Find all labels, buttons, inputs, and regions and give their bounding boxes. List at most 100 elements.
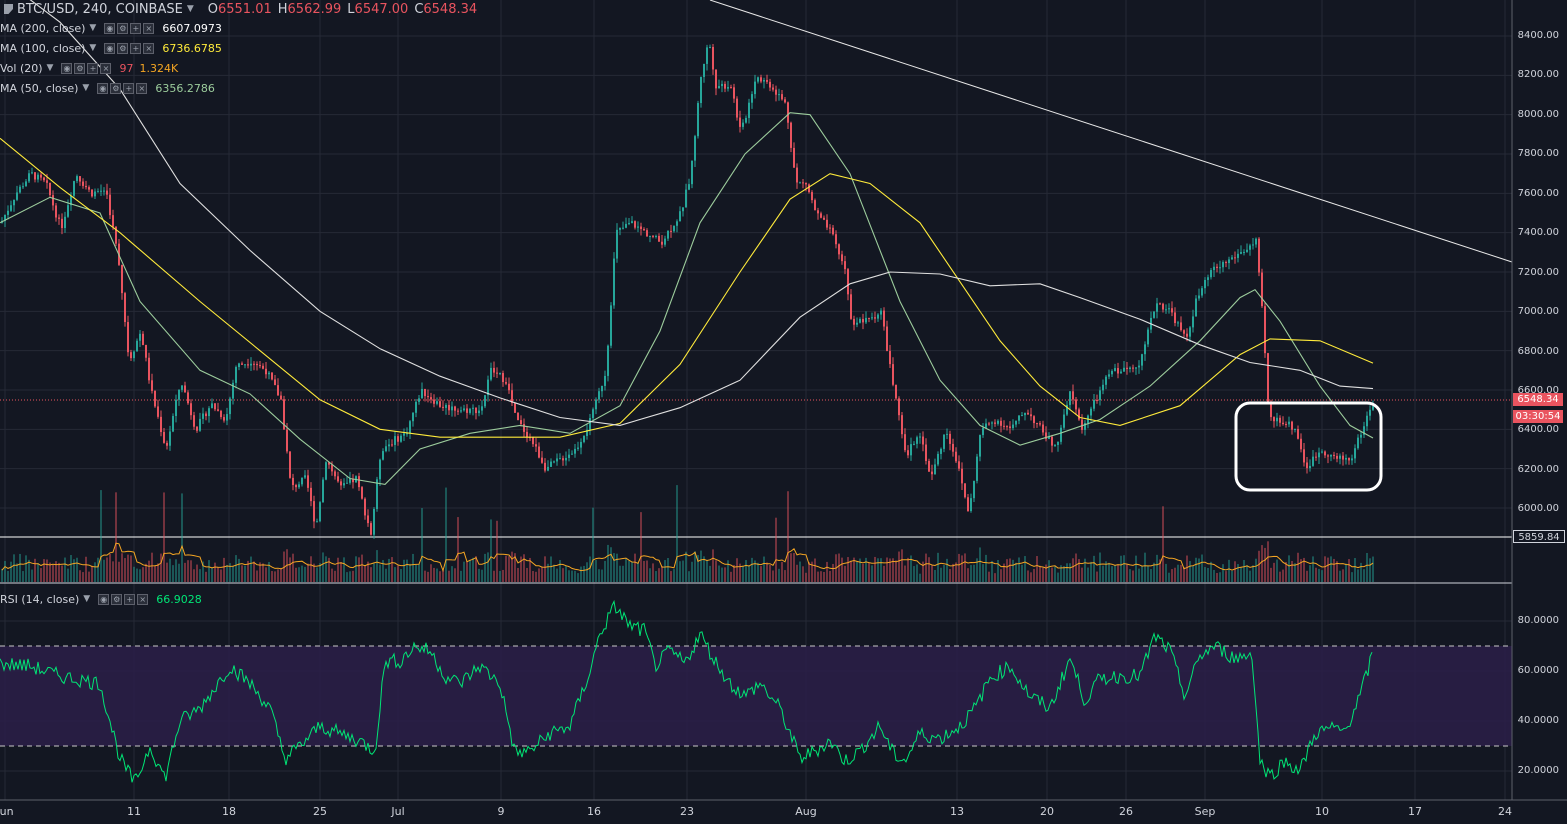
candle-body bbox=[871, 317, 873, 319]
candle-body bbox=[547, 466, 549, 471]
gear-icon[interactable]: ⚙ bbox=[117, 22, 129, 34]
chevron-down-icon[interactable]: ▼ bbox=[46, 63, 54, 73]
candle-body bbox=[160, 416, 162, 433]
volume-bar bbox=[649, 568, 651, 582]
rsi-tick: 20.0000 bbox=[1517, 765, 1559, 776]
gear-icon[interactable]: ⚙ bbox=[74, 62, 86, 74]
legend-ma200[interactable]: MA (200, close) ▼ ◉ ⚙ + × 6607.0973 bbox=[0, 19, 222, 37]
volume-bar bbox=[163, 492, 165, 582]
eye-icon[interactable]: ◉ bbox=[104, 42, 116, 54]
eye-icon[interactable]: ◉ bbox=[98, 593, 110, 605]
volume-bar bbox=[109, 553, 111, 582]
candle-body bbox=[1357, 437, 1359, 449]
ma100-label[interactable]: MA (100, close) bbox=[0, 41, 86, 55]
candle-body bbox=[25, 181, 27, 187]
ma200-label[interactable]: MA (200, close) bbox=[0, 21, 86, 35]
candle-body bbox=[559, 458, 561, 460]
chevron-down-icon[interactable]: ▼ bbox=[89, 43, 97, 53]
candle-body bbox=[394, 436, 396, 445]
plus-icon[interactable]: + bbox=[123, 82, 135, 94]
legend-ma50[interactable]: MA (50, close) ▼ ◉ ⚙ + × 6356.2786 bbox=[0, 79, 215, 97]
volume-bar bbox=[1030, 572, 1032, 582]
candle-body bbox=[13, 199, 15, 206]
volume-bar bbox=[70, 555, 72, 582]
candle-body bbox=[214, 403, 216, 410]
ma50-label[interactable]: MA (50, close) bbox=[0, 81, 79, 95]
legend-rsi[interactable]: RSI (14, close) ▼ ◉ ⚙ + × 66.9028 bbox=[0, 590, 202, 608]
resistance-trendline[interactable] bbox=[709, 0, 1513, 263]
candle-body bbox=[1012, 424, 1014, 429]
close-icon[interactable]: × bbox=[137, 593, 149, 605]
candle-body bbox=[1033, 416, 1035, 424]
chevron-down-icon[interactable]: ▼ bbox=[83, 594, 91, 604]
time-tick: Jul bbox=[391, 805, 405, 818]
candle-body bbox=[1081, 419, 1083, 430]
symbol-title[interactable]: BTC/USD, 240, COINBASE bbox=[17, 1, 183, 17]
volume-bar bbox=[253, 561, 255, 582]
candle-body bbox=[943, 434, 945, 449]
plus-icon[interactable]: + bbox=[124, 593, 136, 605]
gear-icon[interactable]: ⚙ bbox=[111, 593, 123, 605]
plus-icon[interactable]: + bbox=[130, 42, 142, 54]
eye-icon[interactable]: ◉ bbox=[97, 82, 109, 94]
close-icon[interactable]: × bbox=[143, 42, 155, 54]
volume-label[interactable]: Vol (20) bbox=[0, 61, 43, 75]
chevron-down-icon[interactable]: ▼ bbox=[82, 83, 90, 93]
legend-volume[interactable]: Vol (20) ▼ ◉ ⚙ + × 97 1.324K bbox=[0, 59, 178, 77]
candle-body bbox=[1372, 406, 1374, 410]
volume-bar bbox=[904, 565, 906, 582]
candle-body bbox=[1213, 266, 1215, 271]
candle-body bbox=[1303, 449, 1305, 463]
candle-body bbox=[298, 484, 300, 488]
volume-bar bbox=[688, 571, 690, 582]
candle-body bbox=[1198, 295, 1200, 299]
eye-icon[interactable]: ◉ bbox=[104, 22, 116, 34]
candle-body bbox=[10, 205, 12, 211]
volume-bar bbox=[526, 567, 528, 582]
plus-icon[interactable]: + bbox=[130, 22, 142, 34]
volume-bar bbox=[643, 560, 645, 582]
gear-icon[interactable]: ⚙ bbox=[110, 82, 122, 94]
eye-icon[interactable]: ◉ bbox=[61, 62, 73, 74]
chevron-down-icon[interactable]: ▼ bbox=[186, 4, 194, 14]
close-icon[interactable]: × bbox=[136, 82, 148, 94]
volume-bar bbox=[4, 560, 6, 582]
volume-bar bbox=[178, 563, 180, 582]
candle-body bbox=[445, 404, 447, 408]
candle-body bbox=[1048, 436, 1050, 439]
volume-bar bbox=[556, 568, 558, 582]
close-icon[interactable]: × bbox=[100, 62, 112, 74]
candle-body bbox=[1264, 306, 1266, 354]
rsi-label[interactable]: RSI (14, close) bbox=[0, 592, 80, 606]
volume-bar bbox=[28, 559, 30, 582]
highlight-box[interactable] bbox=[1234, 401, 1383, 492]
legend-ma100[interactable]: MA (100, close) ▼ ◉ ⚙ + × 6736.6785 bbox=[0, 39, 222, 57]
close-icon[interactable]: × bbox=[143, 22, 155, 34]
volume-bar bbox=[181, 493, 183, 582]
candle-body bbox=[235, 367, 237, 383]
volume-bar bbox=[1372, 556, 1374, 582]
chevron-down-icon[interactable]: ▼ bbox=[89, 23, 97, 33]
candle-body bbox=[856, 322, 858, 325]
candle-body bbox=[1141, 354, 1143, 366]
volume-bar bbox=[604, 560, 606, 582]
trendline[interactable] bbox=[0, 0, 1513, 538]
volume-bar bbox=[46, 559, 48, 582]
plus-icon[interactable]: + bbox=[87, 62, 99, 74]
volume-bar bbox=[622, 565, 624, 582]
rsi-tick: 60.0000 bbox=[1517, 665, 1559, 676]
volume-bar bbox=[154, 565, 156, 582]
candle-body bbox=[709, 46, 711, 48]
volume-bar bbox=[1177, 564, 1179, 582]
gear-icon[interactable]: ⚙ bbox=[117, 42, 129, 54]
volume-bar bbox=[1018, 557, 1020, 582]
candle-body bbox=[226, 414, 228, 421]
candle-body bbox=[817, 210, 819, 214]
candle-body bbox=[97, 191, 99, 193]
volume-bar bbox=[589, 556, 591, 582]
candle-body bbox=[703, 63, 705, 77]
candle-body bbox=[928, 460, 930, 472]
candle-body bbox=[184, 385, 186, 393]
candle-body bbox=[223, 417, 225, 421]
